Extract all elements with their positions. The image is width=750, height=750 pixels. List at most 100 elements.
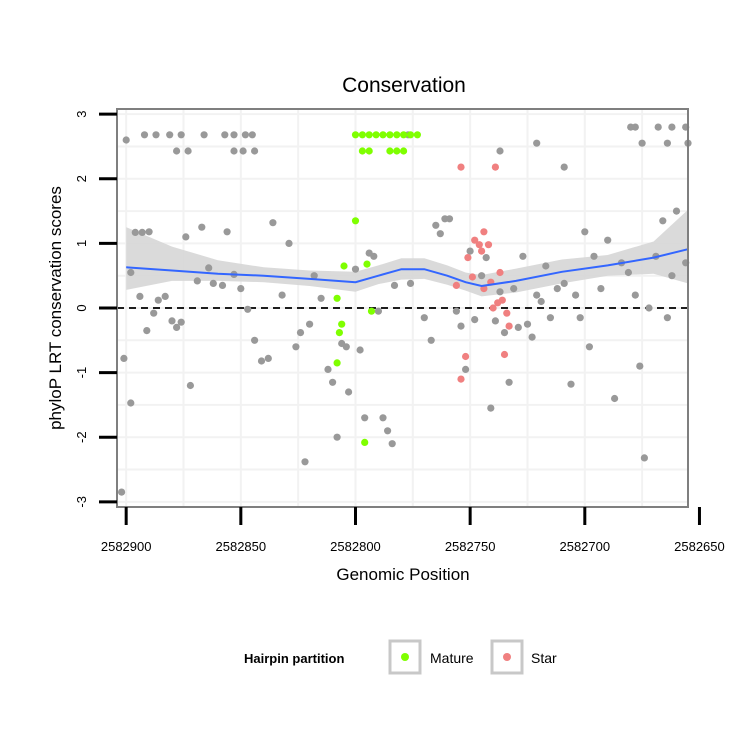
point-other: [182, 233, 190, 241]
point-other: [296, 329, 305, 337]
point-other: [193, 277, 201, 285]
point-mature: [338, 320, 346, 328]
point-other: [361, 414, 369, 422]
point-other: [581, 228, 589, 236]
point-other: [585, 343, 594, 351]
point-other: [241, 131, 249, 139]
point-other: [118, 488, 126, 496]
plot-panel: [116, 108, 692, 508]
point-mature: [365, 131, 373, 139]
point-mature: [358, 131, 366, 139]
point-other: [388, 440, 396, 448]
point-mature: [365, 147, 373, 155]
point-other: [466, 247, 474, 255]
point-other: [636, 362, 644, 370]
point-other: [374, 307, 382, 315]
point-mature: [333, 359, 341, 367]
point-other: [659, 217, 667, 225]
point-other: [537, 297, 545, 306]
point-star: [457, 163, 465, 171]
series-other: [118, 123, 692, 496]
point-other: [663, 139, 672, 147]
point-other: [329, 378, 337, 386]
point-mature: [358, 147, 366, 155]
point-other: [560, 163, 568, 171]
legend-title: Hairpin partition: [244, 651, 344, 666]
point-other: [553, 285, 561, 293]
point-other: [257, 357, 266, 365]
point-other: [342, 343, 350, 351]
legend-label-star: Star: [531, 650, 557, 666]
point-mature: [386, 147, 394, 155]
point-star: [484, 241, 493, 249]
point-mature: [340, 262, 348, 270]
point-other: [436, 230, 444, 238]
point-other: [301, 458, 309, 466]
point-star: [464, 254, 472, 262]
point-other: [251, 336, 259, 344]
point-other: [173, 323, 181, 331]
point-other: [264, 354, 272, 362]
point-other: [496, 147, 504, 155]
point-other: [177, 131, 185, 139]
point-other: [624, 268, 633, 277]
point-other: [514, 323, 522, 331]
x-tick-label: 2582700: [559, 539, 610, 554]
point-star: [500, 350, 509, 359]
point-other: [572, 291, 580, 299]
point-other: [186, 381, 194, 390]
point-other: [244, 305, 252, 313]
x-tick-label: 2582650: [674, 539, 725, 554]
series-mature: [333, 131, 421, 446]
x-axis: 2582900 2582850 2582800 2582750 2582700 25826…: [101, 507, 725, 554]
point-other: [127, 399, 135, 407]
point-other: [356, 346, 364, 354]
point-mature: [406, 131, 415, 139]
point-other: [379, 414, 387, 422]
point-star: [489, 304, 497, 312]
point-other: [154, 296, 162, 304]
y-tick-label: 3: [74, 111, 89, 118]
point-mature: [367, 307, 376, 315]
chart-title: Conservation: [342, 74, 466, 97]
point-other: [168, 317, 176, 325]
y-axis-label: phyloP LRT conservation scores: [46, 186, 65, 430]
legend-item-mature: Mature: [388, 639, 474, 675]
point-other: [519, 252, 527, 260]
point-other: [663, 314, 672, 322]
point-other: [432, 221, 440, 229]
point-other: [292, 343, 300, 351]
point-other: [590, 252, 598, 260]
point-other: [221, 131, 229, 139]
point-star: [468, 273, 476, 281]
point-other: [528, 333, 536, 341]
point-other: [576, 314, 584, 322]
point-other: [230, 147, 238, 155]
point-mature: [361, 438, 369, 446]
point-other: [597, 285, 605, 293]
point-other: [136, 292, 144, 300]
point-other: [345, 388, 353, 396]
point-other: [471, 316, 479, 324]
point-other: [306, 320, 314, 328]
point-other: [237, 285, 245, 293]
point-other: [482, 254, 490, 262]
point-other: [205, 264, 213, 272]
point-other: [131, 228, 139, 236]
point-other: [640, 454, 649, 462]
point-other: [445, 215, 454, 223]
point-star: [457, 375, 465, 383]
point-other: [248, 131, 256, 139]
point-other: [239, 147, 247, 155]
point-star: [494, 299, 502, 307]
point-star: [496, 268, 504, 277]
point-other: [390, 281, 399, 289]
point-other: [546, 314, 555, 322]
y-tick-label: 2: [74, 175, 89, 182]
point-star: [475, 241, 483, 249]
point-other: [491, 317, 499, 325]
point-mature: [386, 131, 394, 139]
point-star: [503, 309, 511, 317]
point-other: [533, 139, 541, 147]
